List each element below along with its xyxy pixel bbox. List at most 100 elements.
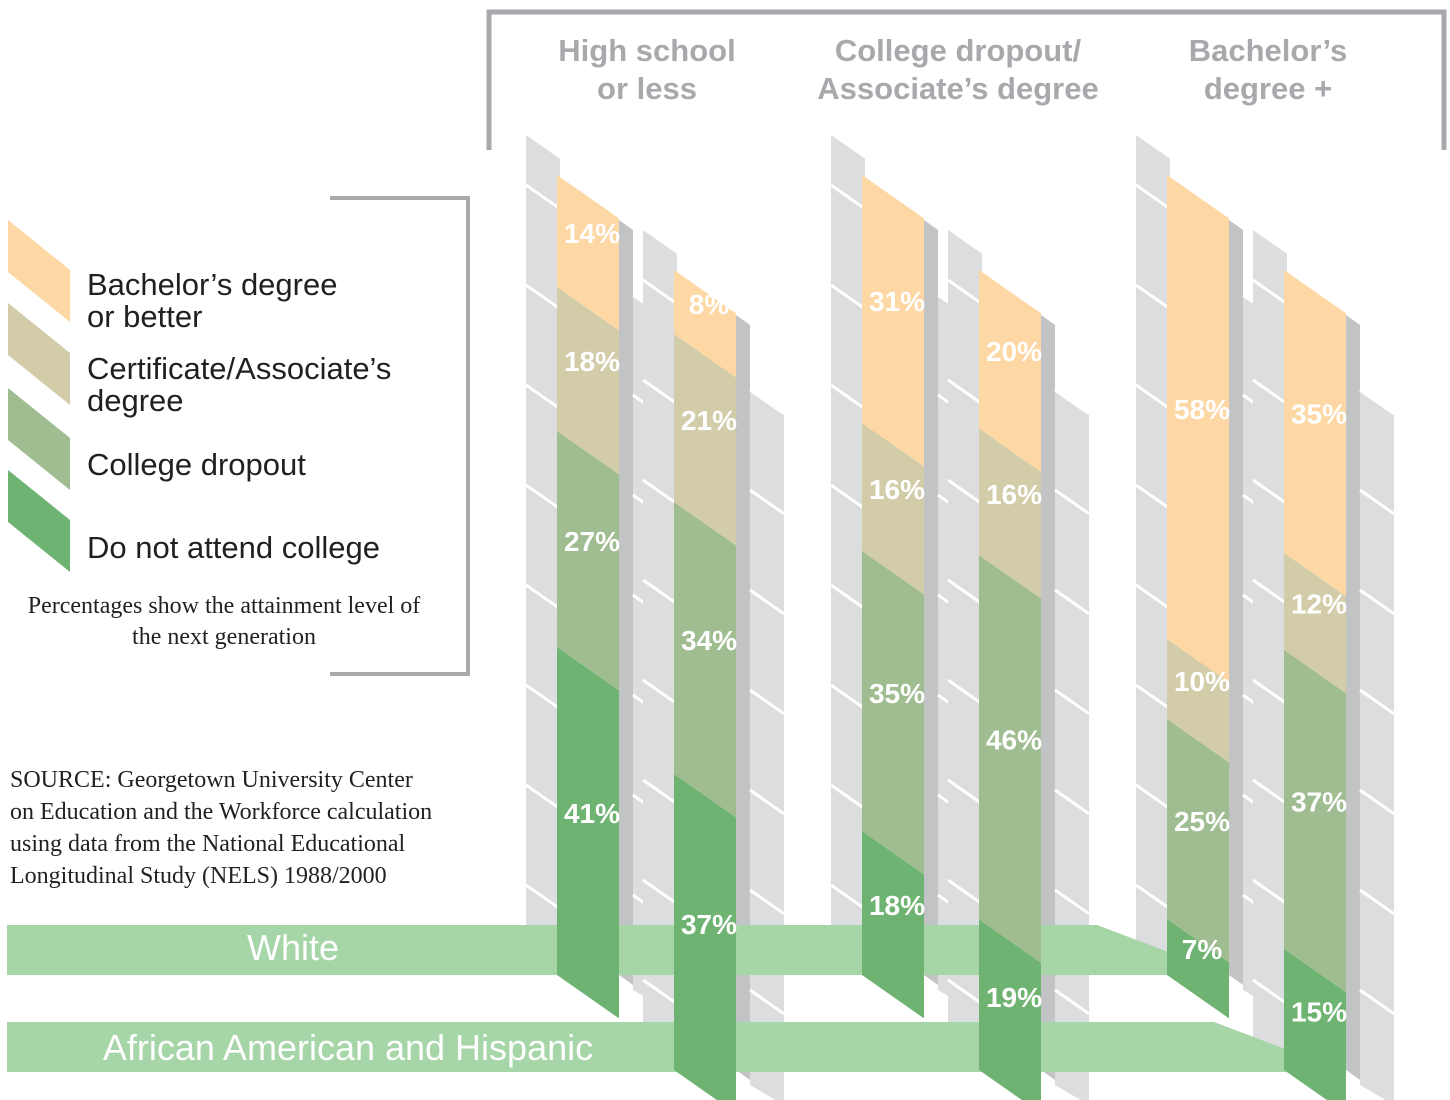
panel-stripe xyxy=(947,578,983,606)
bar-segment-bachelor-s-degree-or-better xyxy=(1284,270,1346,597)
panel-stripe xyxy=(1054,1088,1072,1100)
bar-shadow xyxy=(1229,220,1243,985)
panel-stripe xyxy=(525,583,561,611)
panel-stripe xyxy=(749,888,785,916)
bar-segment-college-dropout xyxy=(1167,719,1229,963)
category-label: or less xyxy=(597,71,697,106)
panel-stripe xyxy=(1054,388,1090,416)
data-label: 46% xyxy=(986,724,1042,755)
panel-stripe xyxy=(1135,583,1171,611)
bar-segment-bachelor-s-degree-or-better xyxy=(862,175,924,467)
bar-segment-college-dropout xyxy=(862,551,924,875)
panel-stripe xyxy=(1135,283,1171,311)
panel-stripe xyxy=(830,583,866,611)
bar-segment-college-dropout xyxy=(557,431,619,691)
source-note: on Education and the Workforce calculati… xyxy=(10,799,432,825)
bar-segment-bachelor-s-degree-or-better xyxy=(979,270,1041,472)
group-label: African American and Hispanic xyxy=(103,1027,593,1068)
side-panel-left xyxy=(948,230,982,1069)
legend-note: Percentages show the attainment level of xyxy=(28,593,421,619)
bar-segment-certificate-associate-s-degree xyxy=(1284,552,1346,694)
bar-shadow xyxy=(1346,315,1360,1080)
data-label: 35% xyxy=(1291,398,1347,429)
data-label: 19% xyxy=(986,982,1042,1013)
bar-segment-do-not-attend-college xyxy=(862,831,924,1019)
side-panel-right xyxy=(750,390,784,1100)
group-label: White xyxy=(247,927,339,968)
stacked-bar-white-1 xyxy=(557,175,619,1019)
side-panel-left xyxy=(1136,135,1170,974)
bar-shadow xyxy=(924,220,938,985)
stacked-bar-african-american-and-hispanic-3 xyxy=(1284,270,1346,1100)
panel-stripe xyxy=(749,1088,767,1100)
bar-segment-certificate-associate-s-degree xyxy=(674,334,736,546)
panel-stripe xyxy=(1054,688,1090,716)
stacked-bar-white-3 xyxy=(1167,175,1229,1019)
category-label: degree + xyxy=(1204,71,1332,106)
data-label: 15% xyxy=(1291,996,1347,1027)
panel-stripe xyxy=(525,783,561,811)
bar-segment-do-not-attend-college xyxy=(1284,948,1346,1100)
panel-stripe xyxy=(1135,683,1171,711)
category-label: High school xyxy=(558,33,735,68)
panel-stripe xyxy=(642,678,678,706)
bar-segment-certificate-associate-s-degree xyxy=(979,428,1041,599)
data-label: 18% xyxy=(564,346,620,377)
bar-segment-college-dropout xyxy=(674,502,736,818)
panel-stripe xyxy=(1252,378,1288,406)
legend-swatch-bachelors xyxy=(8,220,70,322)
panel-stripe xyxy=(1252,578,1288,606)
bar-segment-do-not-attend-college xyxy=(557,647,619,1019)
bar-segment-do-not-attend-college xyxy=(1167,919,1229,1019)
legend-label: Certificate/Associate’s xyxy=(87,351,391,386)
category-label: Bachelor’s xyxy=(1189,33,1348,68)
panel-stripe xyxy=(642,278,678,306)
bar-shadow xyxy=(1041,315,1055,1080)
side-panel-right xyxy=(1055,390,1089,1100)
data-label: 35% xyxy=(869,678,925,709)
data-label: 12% xyxy=(1291,588,1347,619)
panel-stripe xyxy=(1359,688,1395,716)
data-label: 16% xyxy=(986,479,1042,510)
legend-label: Do not attend college xyxy=(87,530,380,565)
panel-stripe xyxy=(1252,678,1288,706)
data-label: 8% xyxy=(689,289,730,320)
side-panel-left xyxy=(831,135,865,974)
panel-stripe xyxy=(1252,878,1288,906)
legend-label: Bachelor’s degree xyxy=(87,267,337,302)
panel-stripe xyxy=(947,678,983,706)
panel-stripe xyxy=(1252,478,1288,506)
panel-stripe xyxy=(749,388,785,416)
bar-shadow xyxy=(736,315,750,1080)
side-panel-left xyxy=(526,135,560,974)
legend-note: the next generation xyxy=(132,624,316,650)
bar-segment-do-not-attend-college xyxy=(674,774,736,1100)
panel-stripe xyxy=(749,988,785,1016)
panel-stripe xyxy=(830,283,866,311)
panel-stripe xyxy=(1054,888,1090,916)
data-label: 25% xyxy=(1174,806,1230,837)
data-label: 31% xyxy=(869,286,925,317)
data-label: 18% xyxy=(869,890,925,921)
bar-segment-certificate-associate-s-degree xyxy=(1167,639,1229,763)
data-label: 27% xyxy=(564,526,620,557)
data-label: 14% xyxy=(564,218,620,249)
bar-segment-college-dropout xyxy=(979,555,1041,963)
panel-stripe xyxy=(642,778,678,806)
panel-stripe xyxy=(1359,888,1395,916)
legend-swatch-no_college xyxy=(8,470,70,572)
panel-stripe xyxy=(1252,278,1288,306)
panel-stripe xyxy=(1359,588,1395,616)
panel-stripe xyxy=(525,283,561,311)
legend-label: or better xyxy=(87,299,202,334)
panel-stripe xyxy=(1359,788,1395,816)
panel-stripe xyxy=(525,383,561,411)
source-note: SOURCE: Georgetown University Center xyxy=(10,767,413,793)
bar-side-panel xyxy=(1252,230,1395,1100)
panel-stripe xyxy=(749,488,785,516)
panel-stripe xyxy=(642,578,678,606)
panel-stripe xyxy=(525,183,561,211)
panel-stripe xyxy=(947,978,983,1006)
bar-side-panels xyxy=(525,135,1395,1100)
bar-segment-bachelor-s-degree-or-better xyxy=(674,270,736,378)
